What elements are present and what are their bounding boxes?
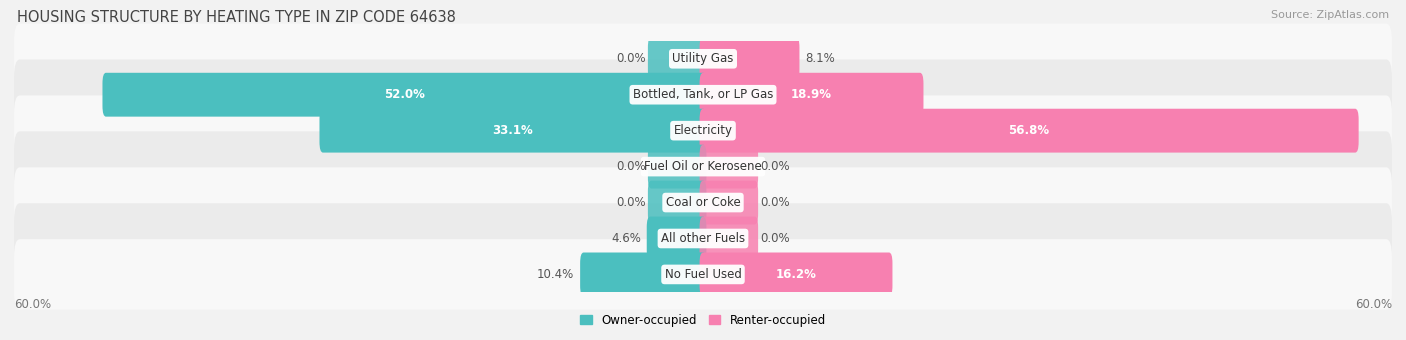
Text: 0.0%: 0.0% xyxy=(761,160,790,173)
Text: HOUSING STRUCTURE BY HEATING TYPE IN ZIP CODE 64638: HOUSING STRUCTURE BY HEATING TYPE IN ZIP… xyxy=(17,10,456,25)
Text: 56.8%: 56.8% xyxy=(1008,124,1050,137)
FancyBboxPatch shape xyxy=(648,37,706,81)
Text: 0.0%: 0.0% xyxy=(616,52,645,65)
Text: Coal or Coke: Coal or Coke xyxy=(665,196,741,209)
Text: 8.1%: 8.1% xyxy=(806,52,835,65)
Text: 60.0%: 60.0% xyxy=(1355,298,1392,311)
Text: Utility Gas: Utility Gas xyxy=(672,52,734,65)
Text: 60.0%: 60.0% xyxy=(14,298,51,311)
FancyBboxPatch shape xyxy=(700,217,758,260)
Text: Fuel Oil or Kerosene: Fuel Oil or Kerosene xyxy=(644,160,762,173)
Text: All other Fuels: All other Fuels xyxy=(661,232,745,245)
FancyBboxPatch shape xyxy=(700,253,893,296)
Legend: Owner-occupied, Renter-occupied: Owner-occupied, Renter-occupied xyxy=(575,309,831,332)
FancyBboxPatch shape xyxy=(700,37,800,81)
FancyBboxPatch shape xyxy=(700,109,1358,153)
FancyBboxPatch shape xyxy=(14,131,1392,202)
FancyBboxPatch shape xyxy=(103,73,706,117)
FancyBboxPatch shape xyxy=(700,181,758,224)
Text: No Fuel Used: No Fuel Used xyxy=(665,268,741,281)
FancyBboxPatch shape xyxy=(14,23,1392,94)
FancyBboxPatch shape xyxy=(581,253,706,296)
FancyBboxPatch shape xyxy=(14,96,1392,166)
Text: 0.0%: 0.0% xyxy=(761,232,790,245)
FancyBboxPatch shape xyxy=(700,145,758,188)
Text: 4.6%: 4.6% xyxy=(612,232,641,245)
Text: 52.0%: 52.0% xyxy=(384,88,425,101)
FancyBboxPatch shape xyxy=(14,203,1392,274)
Text: 33.1%: 33.1% xyxy=(492,124,533,137)
FancyBboxPatch shape xyxy=(14,167,1392,238)
Text: 18.9%: 18.9% xyxy=(792,88,832,101)
FancyBboxPatch shape xyxy=(648,145,706,188)
Text: 0.0%: 0.0% xyxy=(616,196,645,209)
FancyBboxPatch shape xyxy=(14,59,1392,130)
FancyBboxPatch shape xyxy=(319,109,706,153)
Text: Electricity: Electricity xyxy=(673,124,733,137)
FancyBboxPatch shape xyxy=(647,217,706,260)
Text: Bottled, Tank, or LP Gas: Bottled, Tank, or LP Gas xyxy=(633,88,773,101)
FancyBboxPatch shape xyxy=(700,73,924,117)
FancyBboxPatch shape xyxy=(648,181,706,224)
Text: 10.4%: 10.4% xyxy=(537,268,575,281)
Text: 0.0%: 0.0% xyxy=(761,196,790,209)
Text: 16.2%: 16.2% xyxy=(776,268,817,281)
FancyBboxPatch shape xyxy=(14,239,1392,310)
Text: Source: ZipAtlas.com: Source: ZipAtlas.com xyxy=(1271,10,1389,20)
Text: 0.0%: 0.0% xyxy=(616,160,645,173)
